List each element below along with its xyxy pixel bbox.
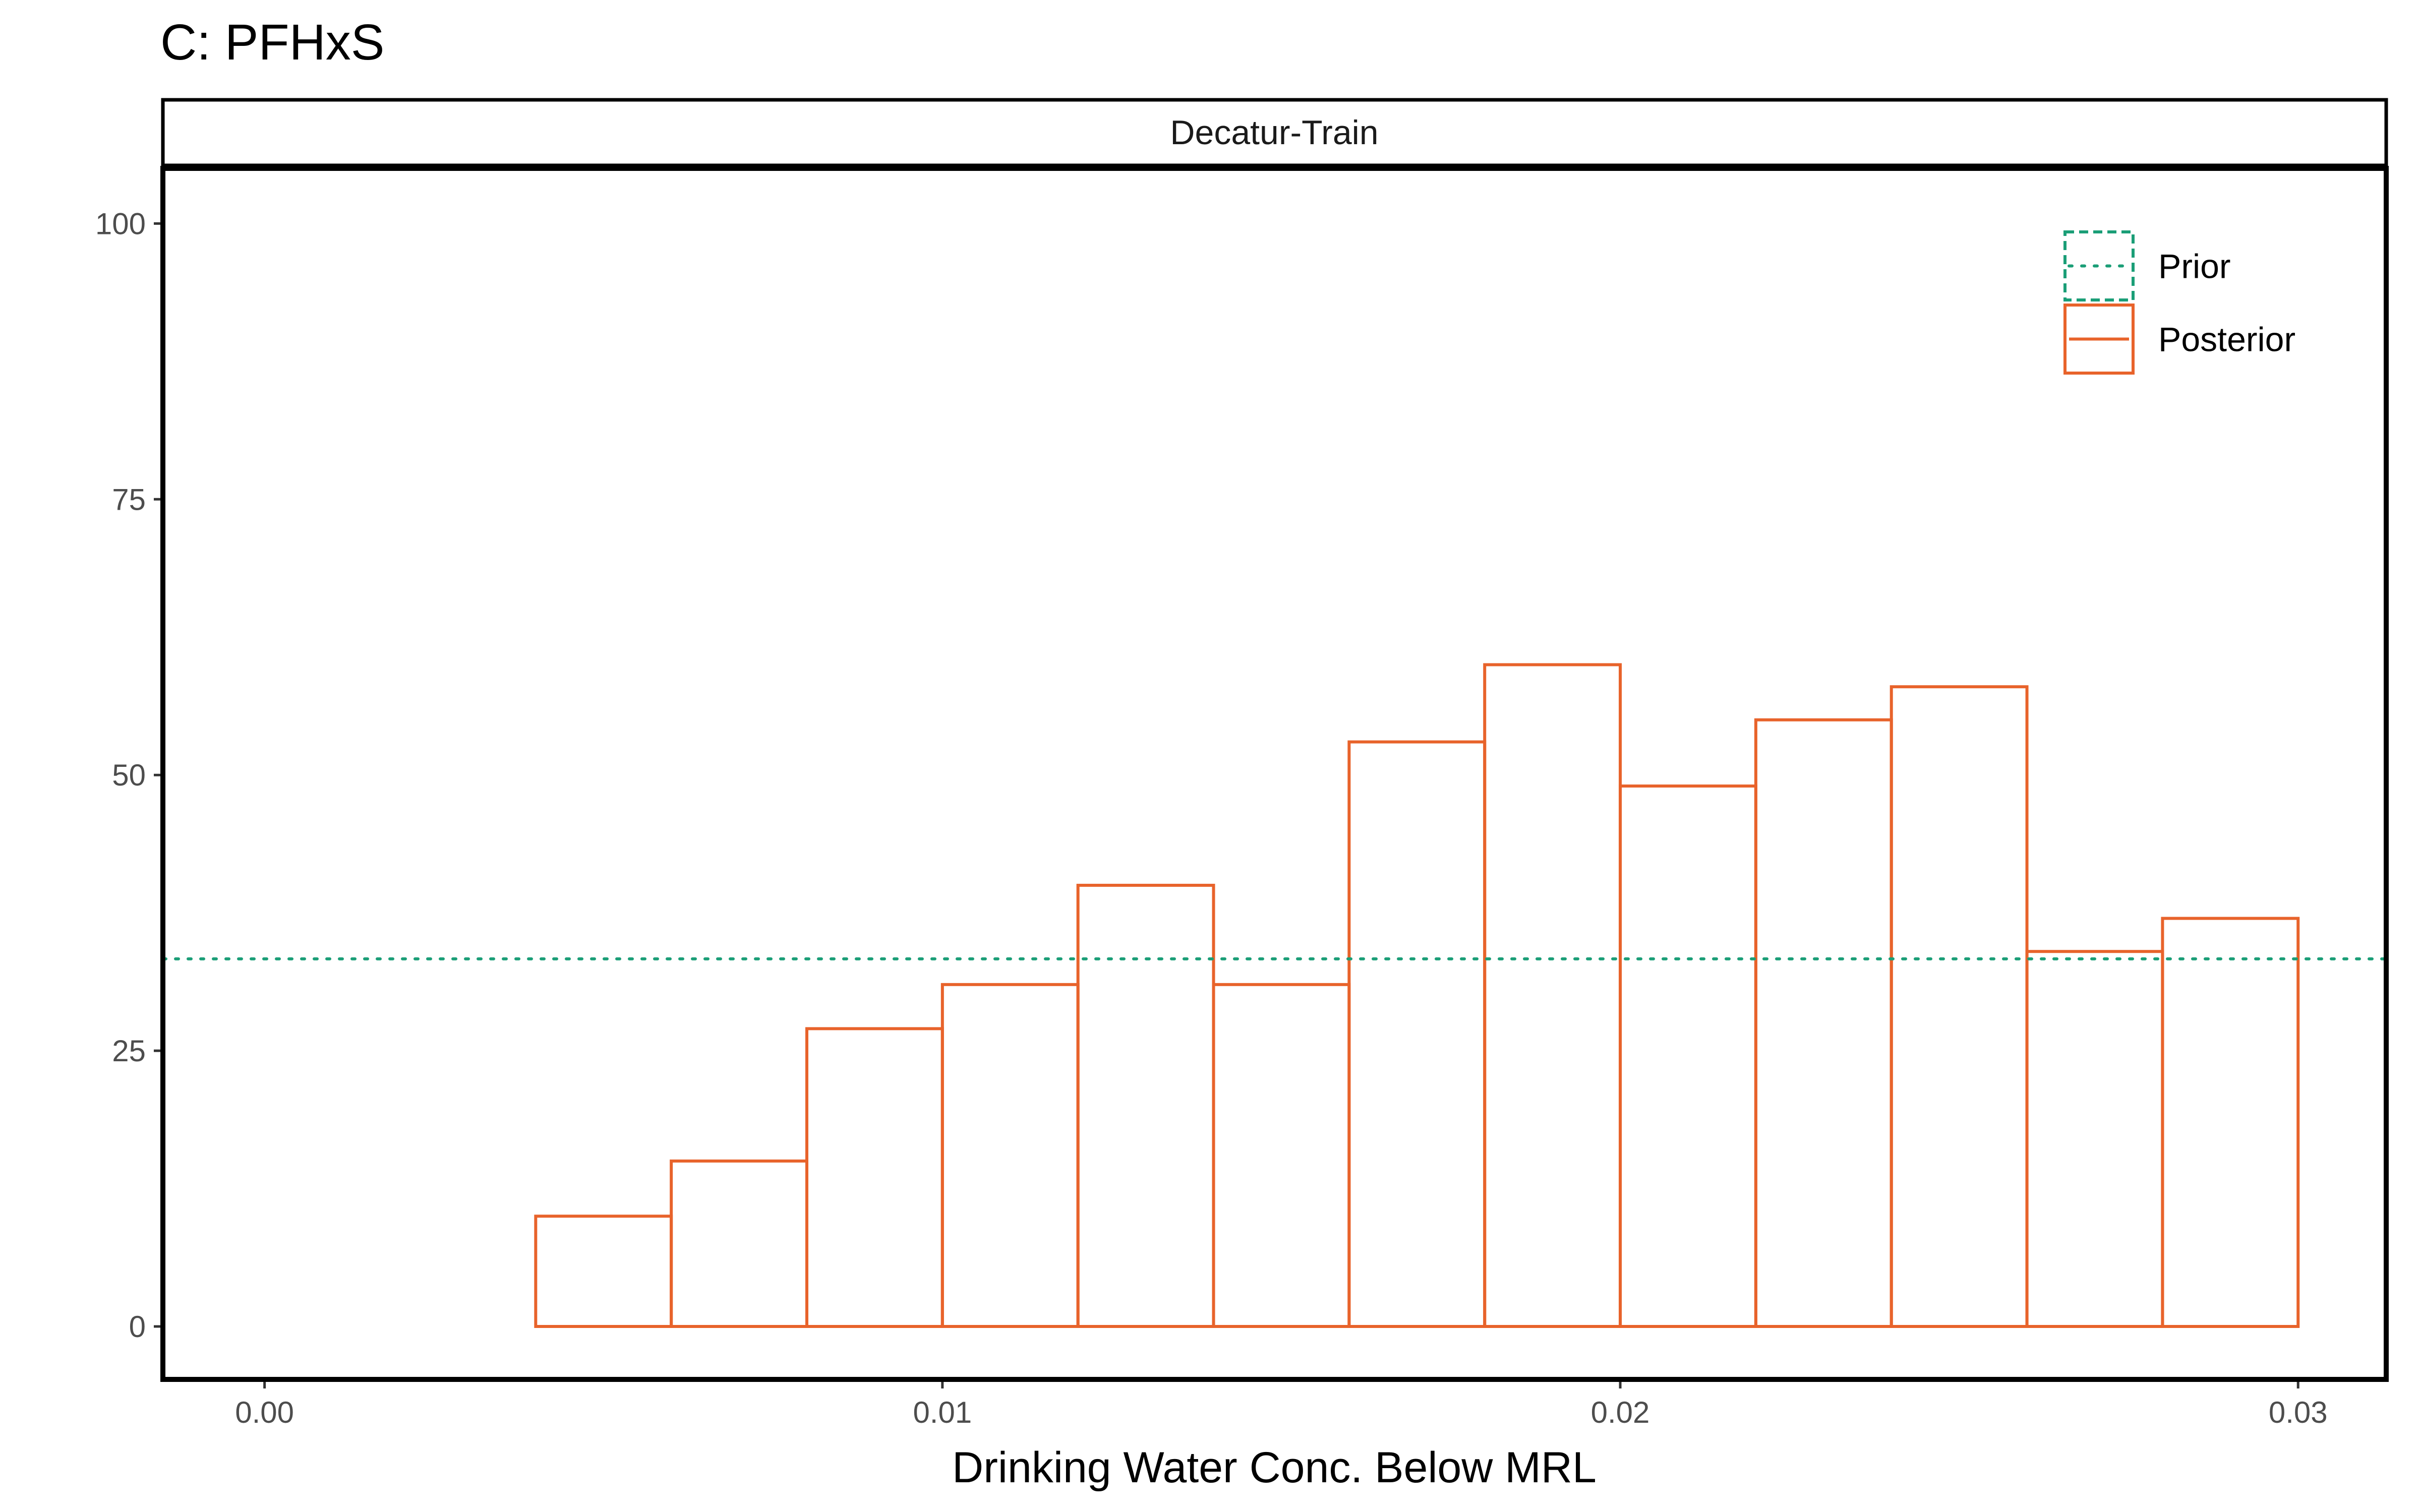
x-tick-label: 0.01 (913, 1396, 972, 1429)
posterior-bar (1212, 983, 1351, 1328)
x-tick-label: 0.03 (2269, 1396, 2328, 1429)
posterior-bar (1754, 718, 1893, 1328)
posterior-bar (1619, 784, 1757, 1328)
posterior-bar (1483, 663, 1622, 1328)
legend-item-posterior: Posterior (2063, 304, 2295, 375)
legend-key-posterior (2063, 304, 2135, 375)
x-axis-title: Drinking Water Conc. Below MRL (952, 1443, 1597, 1492)
y-tick-label: 25 (112, 1034, 146, 1068)
posterior-bar (1347, 740, 1487, 1328)
legend-label-posterior: Posterior (2158, 321, 2295, 359)
posterior-bar (2025, 950, 2164, 1328)
legend-key-prior (2063, 230, 2135, 301)
chart-title: C: PFHxS (160, 14, 384, 71)
posterior-bar (1076, 883, 1215, 1328)
plot-area (161, 663, 2388, 1328)
facet-strip (161, 98, 2388, 167)
y-tick-label: 50 (112, 758, 146, 792)
posterior-bar (940, 983, 1080, 1328)
posterior-bar (670, 1159, 808, 1328)
y-tick-label: 0 (129, 1310, 146, 1344)
legend-item-prior: Prior (2063, 230, 2231, 301)
legend-label-prior: Prior (2158, 248, 2231, 286)
legend: Prior Posterior (2063, 230, 2295, 375)
panel-border (160, 166, 2389, 1382)
posterior-bar (2161, 917, 2300, 1328)
y-tick-label: 75 (112, 482, 146, 516)
posterior-bar (534, 1215, 673, 1328)
posterior-bar (805, 1027, 944, 1328)
x-tick-label: 0.02 (1591, 1396, 1650, 1429)
x-tick-label: 0.00 (235, 1396, 294, 1429)
posterior-bar (1890, 685, 2029, 1328)
y-axis: 0 25 50 75 100 (95, 207, 163, 1344)
x-axis: 0.00 0.01 0.02 0.03 (235, 1379, 2328, 1429)
y-tick-label: 100 (95, 207, 146, 240)
facet-label: Decatur-Train (1170, 113, 1378, 152)
